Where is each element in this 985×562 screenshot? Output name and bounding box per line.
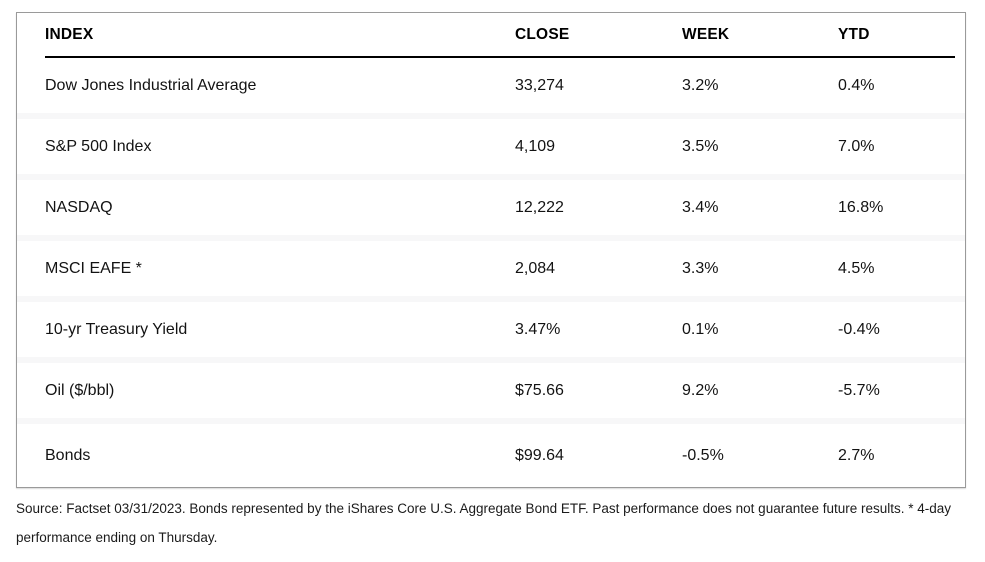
footnote-line-2: performance ending on Thursday. [16, 529, 218, 545]
cell-week: 3.4% [682, 198, 719, 216]
table-row-msci-eafe: MSCI EAFE * 2,084 3.3% 4.5% [17, 241, 965, 302]
column-header-week: WEEK [682, 25, 730, 43]
column-header-close: CLOSE [515, 25, 570, 43]
cell-close: $75.66 [515, 381, 564, 399]
header-rule-divider [45, 56, 955, 58]
footnote-line-1: Source: Factset 03/31/2023. Bonds repres… [16, 501, 952, 516]
cell-index-name: Bonds [45, 446, 91, 464]
cell-index-name: NASDAQ [45, 198, 113, 216]
cell-week: 9.2% [682, 381, 719, 399]
column-header-index: INDEX [45, 25, 94, 43]
market-index-table: INDEX CLOSE WEEK YTD Dow Jones Industria… [16, 12, 966, 488]
cell-close: 4,109 [515, 137, 556, 155]
cell-week: 0.1% [682, 320, 719, 338]
cell-index-name: Dow Jones Industrial Average [45, 76, 257, 94]
table-row-nasdaq: NASDAQ 12,222 3.4% 16.8% [17, 180, 965, 241]
table-row-dow-jones: Dow Jones Industrial Average 33,274 3.2%… [17, 58, 965, 119]
cell-close: 12,222 [515, 198, 564, 216]
cell-index-name: Oil ($/bbl) [45, 381, 115, 399]
source-footnote: Source: Factset 03/31/2023. Bonds repres… [16, 495, 971, 552]
table-row-oil: Oil ($/bbl) $75.66 9.2% -5.7% [17, 363, 965, 424]
column-header-ytd: YTD [838, 25, 870, 43]
cell-ytd: 16.8% [838, 198, 884, 216]
cell-ytd: -5.7% [838, 381, 880, 399]
cell-close: 2,084 [515, 259, 556, 277]
table-row-bonds: Bonds $99.64 -0.5% 2.7% [17, 424, 965, 487]
cell-week: 3.2% [682, 76, 719, 94]
table-row-sp500: S&P 500 Index 4,109 3.5% 7.0% [17, 119, 965, 180]
cell-close: $99.64 [515, 446, 564, 464]
cell-index-name: S&P 500 Index [45, 137, 152, 155]
cell-week: 3.5% [682, 137, 719, 155]
cell-close: 33,274 [515, 76, 564, 94]
cell-ytd: -0.4% [838, 320, 880, 338]
cell-ytd: 2.7% [838, 446, 875, 464]
cell-ytd: 7.0% [838, 137, 875, 155]
cell-ytd: 4.5% [838, 259, 875, 277]
cell-week: -0.5% [682, 446, 724, 464]
cell-index-name: MSCI EAFE * [45, 259, 142, 277]
cell-week: 3.3% [682, 259, 719, 277]
cell-index-name: 10-yr Treasury Yield [45, 320, 188, 338]
cell-ytd: 0.4% [838, 76, 875, 94]
table-header-row: INDEX CLOSE WEEK YTD [17, 13, 965, 56]
table-row-treasury-yield: 10-yr Treasury Yield 3.47% 0.1% -0.4% [17, 302, 965, 363]
cell-close: 3.47% [515, 320, 561, 338]
